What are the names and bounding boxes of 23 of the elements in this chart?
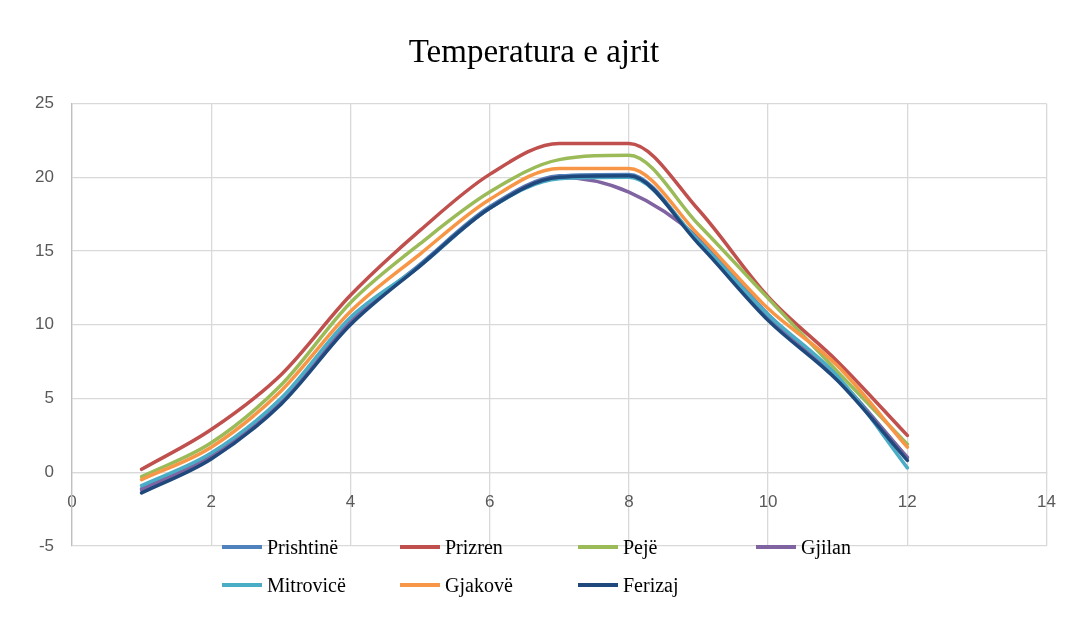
x-tick-label: 4: [345, 492, 356, 512]
x-tick-label: 0: [67, 492, 77, 512]
y-tick-label: -5: [38, 535, 54, 555]
x-tick-label: 10: [758, 492, 778, 512]
y-tick-label: 25: [35, 93, 54, 113]
legend-label: Ferizaj: [623, 573, 679, 597]
y-tick-label: 0: [44, 461, 54, 481]
legend-label: Gjilan: [801, 535, 851, 559]
x-tick-label: 12: [897, 492, 917, 512]
legend-label: Pejë: [623, 535, 658, 559]
y-tick-label: 10: [35, 314, 54, 334]
x-tick-label: 6: [484, 492, 495, 512]
chart-title: Temperatura e ajrit: [408, 33, 660, 70]
y-tick-label: 5: [44, 388, 54, 408]
legend-label: Prishtinë: [267, 535, 339, 559]
legend-label: Prizren: [445, 535, 503, 559]
legend-label: Mitrovicë: [267, 573, 346, 597]
y-tick-label: 15: [35, 240, 54, 260]
x-tick-label: 14: [1037, 492, 1057, 512]
legend-label: Gjakovë: [445, 573, 513, 597]
x-tick-label: 8: [624, 492, 634, 512]
x-tick-label: 2: [206, 492, 216, 512]
y-tick-label: 20: [35, 167, 54, 187]
